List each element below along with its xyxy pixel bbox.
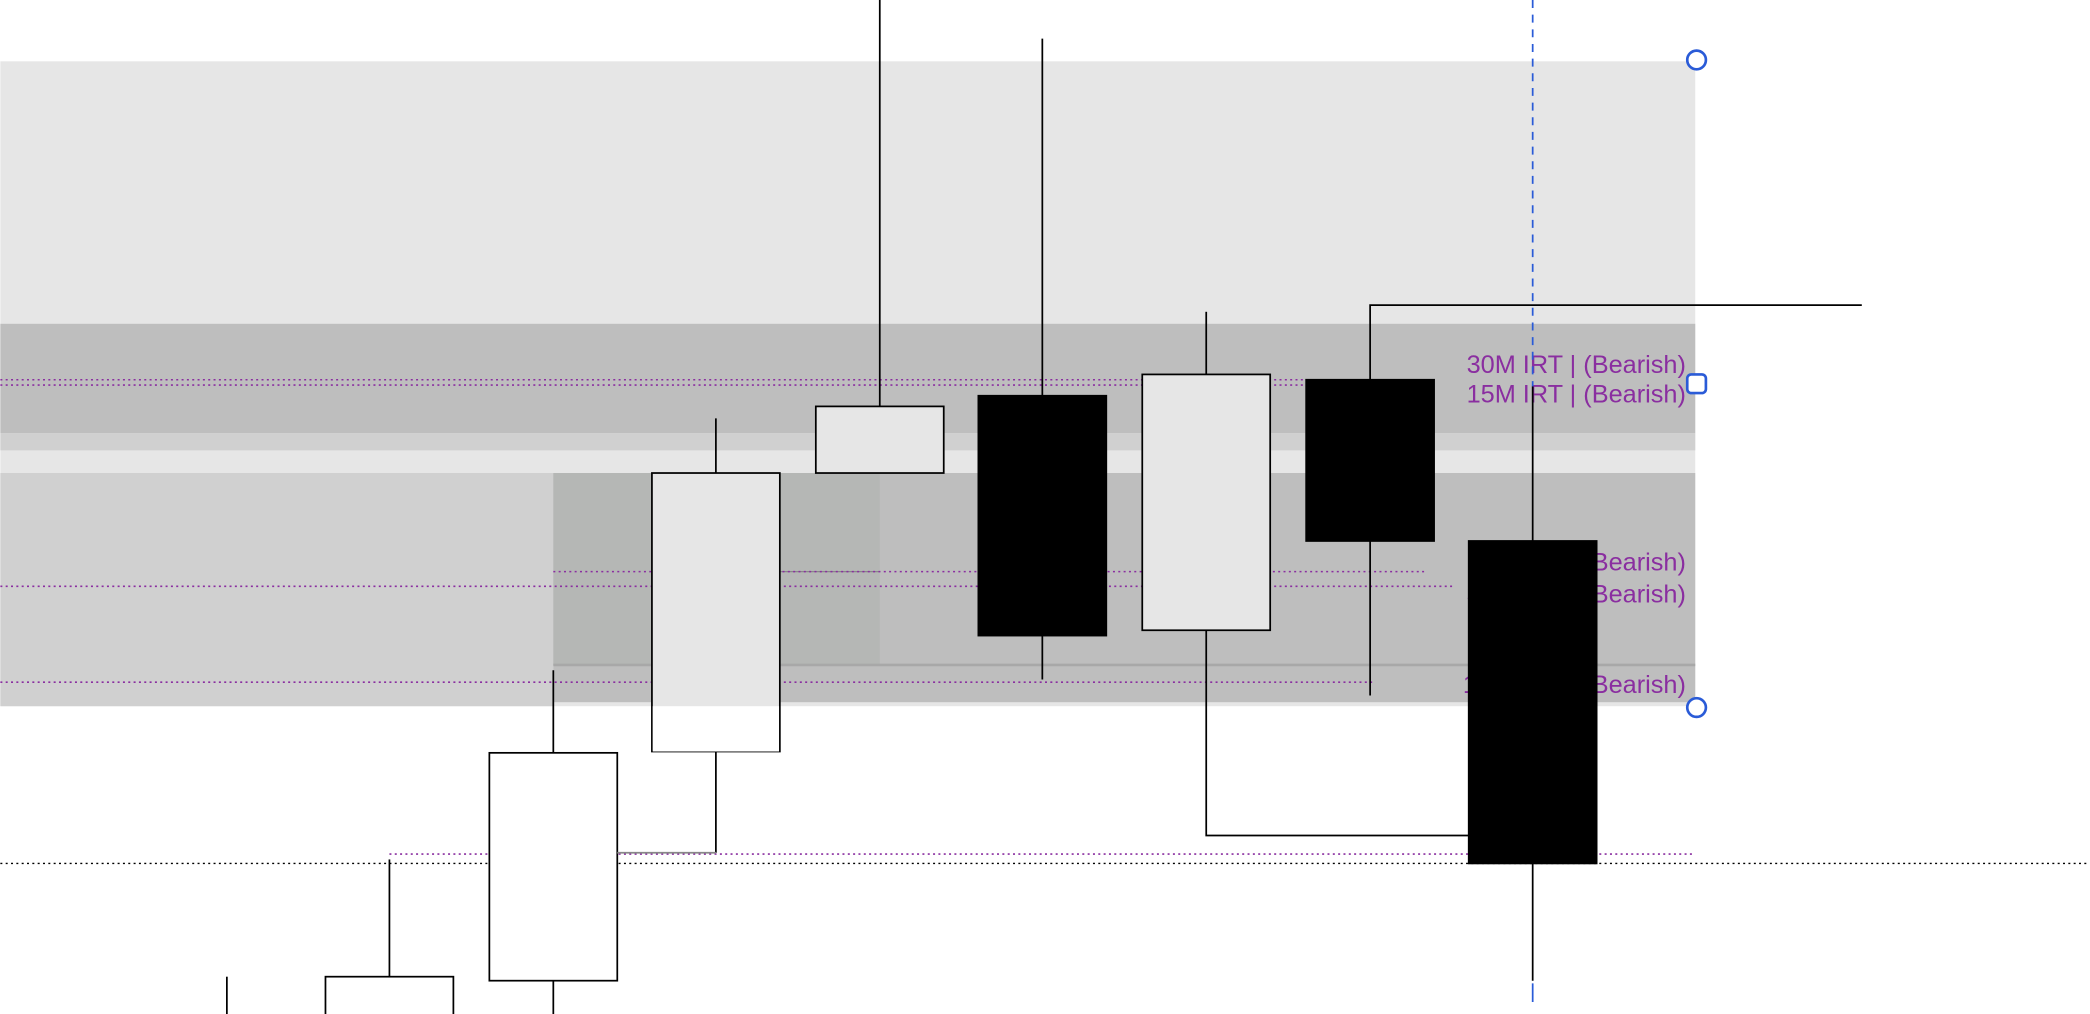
candle[interactable] [617,418,781,854]
candle[interactable] [1141,311,1469,837]
candle[interactable] [324,859,455,1014]
resize-handle-middle[interactable] [1685,373,1708,395]
candle[interactable] [814,0,945,474]
resize-handle-bottom[interactable] [1685,696,1708,719]
resize-handle-top[interactable] [1685,49,1708,71]
level-label: 15M IRT | (Bearish) [1467,380,1686,408]
candle[interactable] [488,670,619,1014]
candle[interactable] [1305,304,1862,696]
lower-zone-left [0,473,554,707]
candle[interactable] [977,38,1108,680]
level-label: 30M IRT | (Bearish) [1467,351,1686,379]
candle[interactable] [1467,386,1598,981]
